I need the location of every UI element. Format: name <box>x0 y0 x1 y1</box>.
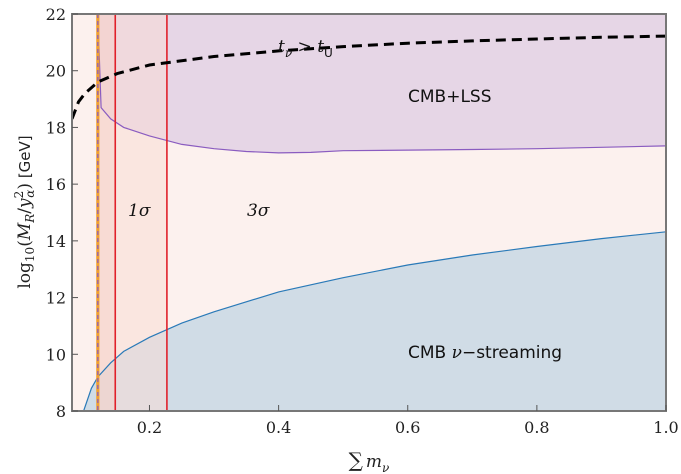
x-tick-label: 0.2 <box>137 418 162 437</box>
plot-frame <box>71 13 667 412</box>
y-tick-label: 12 <box>46 289 66 308</box>
x-axis-label: ∑ mν <box>349 448 390 474</box>
lifetime-nu-sub: ν <box>285 46 292 60</box>
x-tick-label: 1.0 <box>653 418 678 437</box>
x-tick-label: 0.6 <box>395 418 420 437</box>
cmb-streaming-prefix: CMB <box>408 343 446 363</box>
y-axis-ticks: 8 10 12 14 16 18 20 22 <box>46 5 78 421</box>
one-sigma-band <box>97 14 116 411</box>
cmb-lss-label: CMB+LSS <box>408 87 492 107</box>
x-tick-label: 0.8 <box>524 418 549 437</box>
lifetime-u-sub: U <box>324 46 333 60</box>
y-axis-label: log10(MR/y2α) [GeV] <box>12 135 37 288</box>
y-close: ) <box>15 183 35 190</box>
three-sigma-label: 3σ <box>247 201 270 221</box>
cmb-lss-boundary <box>97 14 666 154</box>
x-nu: ν <box>382 461 389 474</box>
cmb-streaming-region <box>83 231 666 411</box>
y-tick-label: 22 <box>46 5 66 24</box>
cmb-lss-region <box>97 14 666 153</box>
cmb-streaming-boundary <box>83 231 666 411</box>
y-sup-2: 2 <box>12 191 26 199</box>
lifetime-gt: > <box>292 37 317 57</box>
x-m: m <box>366 452 382 472</box>
cmb-streaming-nu: ν <box>452 343 462 363</box>
y-tick-label: 8 <box>56 402 66 421</box>
y-tick-label: 10 <box>46 345 66 364</box>
y-slash: / <box>15 208 35 214</box>
three-sigma-band <box>97 14 167 411</box>
cmb-streaming-suffix: −streaming <box>462 343 562 363</box>
y-alpha: α <box>23 190 37 198</box>
y-M: M <box>15 222 35 241</box>
x-tick-label: 0.4 <box>266 418 291 437</box>
y-tick-label: 16 <box>46 175 66 194</box>
x-axis-ticks: 0.2 0.4 0.6 0.8 1.0 <box>137 405 679 437</box>
y-tick-label: 18 <box>46 118 66 137</box>
lifetime-label: tν > tU <box>278 37 333 60</box>
y-log: log <box>15 262 35 289</box>
cmb-streaming-label: CMB ν−streaming <box>408 343 562 363</box>
y-10: 10 <box>23 247 37 262</box>
y-R: R <box>23 214 37 224</box>
y-open: ( <box>15 240 35 247</box>
y-y: y <box>15 198 35 209</box>
one-sigma-label: 1σ <box>128 201 151 221</box>
lifetime-t-u: t <box>317 37 324 57</box>
x-sum-symbol: ∑ <box>349 448 364 472</box>
y-tick-label: 14 <box>46 232 66 251</box>
y-unit: [GeV] <box>16 135 34 183</box>
lifetime-dashed-curve <box>72 34 666 120</box>
lifetime-t-nu: t <box>278 37 285 57</box>
y-tick-label: 20 <box>46 62 66 81</box>
